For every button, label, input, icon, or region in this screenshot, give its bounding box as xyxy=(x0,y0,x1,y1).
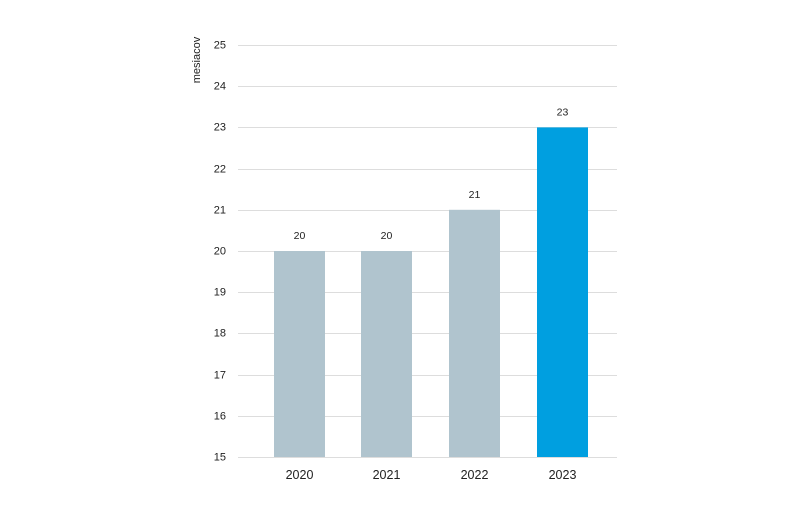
y-tick-label: 21 xyxy=(214,205,226,217)
y-tick-label: 22 xyxy=(214,164,226,176)
x-tick-label: 2022 xyxy=(461,468,489,482)
y-axis-title: mesiacov xyxy=(191,36,203,83)
y-tick-label: 24 xyxy=(214,81,226,93)
data-labels: 20 20 21 23 xyxy=(294,106,569,242)
data-label: 23 xyxy=(557,106,569,118)
data-label: 20 xyxy=(381,230,393,242)
x-tick-label: 2020 xyxy=(286,468,314,482)
y-tick-label: 20 xyxy=(214,246,226,258)
bar-2022 xyxy=(449,209,500,457)
y-tick-label: 15 xyxy=(214,452,226,464)
x-tick-label: 2021 xyxy=(373,468,401,482)
bars xyxy=(274,127,588,458)
bar-2023 xyxy=(537,127,588,458)
y-tick-label: 18 xyxy=(214,328,226,340)
y-axis-ticks: 15 16 17 18 19 20 21 22 23 24 25 xyxy=(214,40,226,464)
y-tick-label: 25 xyxy=(214,40,226,52)
y-tick-label: 19 xyxy=(214,287,226,299)
bar-2021 xyxy=(361,251,412,457)
data-label: 20 xyxy=(294,230,306,242)
bar-2020 xyxy=(274,251,325,457)
y-tick-label: 17 xyxy=(214,370,226,382)
y-tick-label: 16 xyxy=(214,411,226,423)
x-tick-label: 2023 xyxy=(549,468,577,482)
x-axis-ticks: 2020 2021 2022 2023 xyxy=(286,468,577,482)
y-tick-label: 23 xyxy=(214,122,226,134)
data-label: 21 xyxy=(469,189,481,201)
